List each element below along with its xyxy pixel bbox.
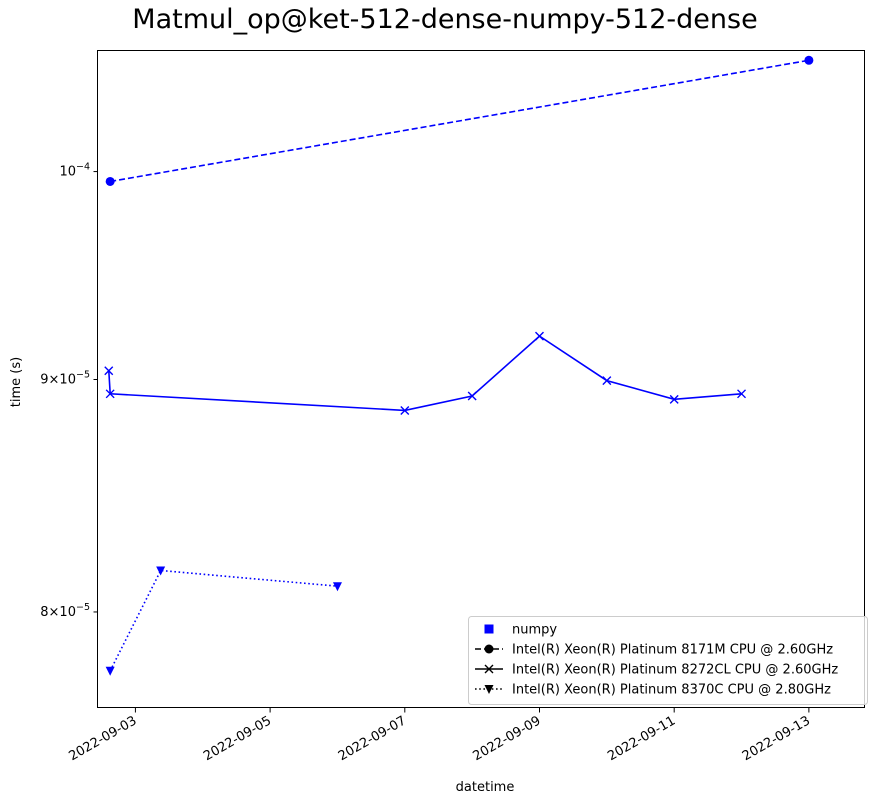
y-axis-label: time (s) bbox=[9, 357, 24, 407]
series-2-point-8 bbox=[737, 389, 747, 399]
legend-label-2: Intel(R) Xeon(R) Platinum 8171M CPU @ 2.… bbox=[512, 643, 833, 658]
x-axis: 2022-09-03 2022-09-05 2022-09-07 2022-09-09… bbox=[66, 708, 813, 764]
series-2-point-7 bbox=[669, 394, 679, 404]
plot-marks bbox=[104, 55, 814, 676]
series-3-point-2 bbox=[156, 566, 166, 576]
series-1-point-1 bbox=[105, 176, 115, 186]
series-1-point-2 bbox=[804, 55, 814, 65]
series-3-point-1 bbox=[105, 666, 115, 676]
legend-label-3: Intel(R) Xeon(R) Platinum 8272CL CPU @ 2… bbox=[512, 663, 838, 678]
series-2-point-1 bbox=[104, 366, 114, 376]
y-tick-label-3: 10−4 bbox=[59, 162, 90, 180]
x-axis-label: datetime bbox=[456, 780, 515, 795]
series-2-point-3 bbox=[400, 405, 410, 415]
y-tick-label-2: 9×10−5 bbox=[40, 370, 90, 388]
y-axis: 8×10−5 9×10−5 10−4 bbox=[40, 162, 98, 620]
x-tick-label-5: 2022-09-11 bbox=[605, 713, 678, 764]
legend-frame bbox=[468, 616, 868, 705]
legend-marker-2 bbox=[484, 644, 494, 654]
legend-marker-4 bbox=[484, 685, 494, 694]
x-tick-label-3: 2022-09-07 bbox=[336, 713, 409, 764]
series-3-point-3 bbox=[332, 582, 342, 592]
x-tick-label-6: 2022-09-13 bbox=[740, 713, 813, 764]
legend-label-1: numpy bbox=[512, 623, 557, 638]
y-tick-label-1: 8×10−5 bbox=[40, 602, 90, 620]
series-2-point-2 bbox=[105, 389, 115, 399]
legend-label-4: Intel(R) Xeon(R) Platinum 8370C CPU @ 2.… bbox=[512, 683, 831, 698]
legend-marker-3 bbox=[484, 664, 494, 674]
series-2-line bbox=[108, 335, 742, 412]
chart-title: Matmul_op@ket-512-dense-numpy-512-dense bbox=[132, 4, 758, 35]
series-2-point-5 bbox=[534, 331, 544, 341]
x-tick-label-1: 2022-09-03 bbox=[66, 713, 139, 764]
legend-marker-1 bbox=[484, 624, 494, 634]
series-2-point-6 bbox=[602, 376, 612, 386]
series-3-line bbox=[109, 569, 338, 672]
x-tick-label-2: 2022-09-05 bbox=[201, 713, 274, 764]
legend: numpy Intel(R) Xeon(R) Platinum 8171M CPU… bbox=[468, 616, 868, 705]
series-1-line bbox=[110, 59, 810, 183]
plot-frame bbox=[97, 50, 865, 708]
x-tick-label-4: 2022-09-09 bbox=[471, 713, 544, 764]
series-2-point-4 bbox=[467, 391, 477, 401]
